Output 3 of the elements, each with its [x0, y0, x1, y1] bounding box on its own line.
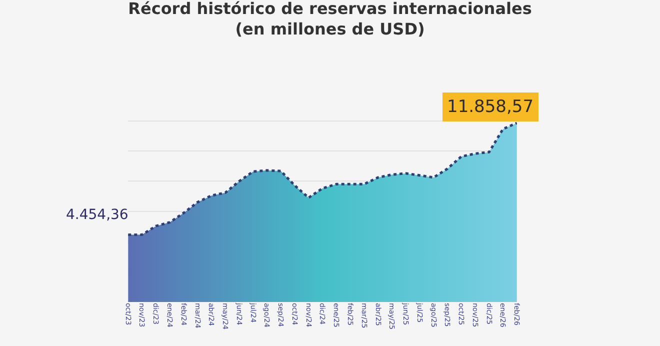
- chart-title: Récord histórico de reservas internacionales (en millones de USD): [128, 0, 532, 39]
- data-label: 4.454,36: [66, 207, 128, 223]
- data-label: 11.858,57: [447, 97, 534, 117]
